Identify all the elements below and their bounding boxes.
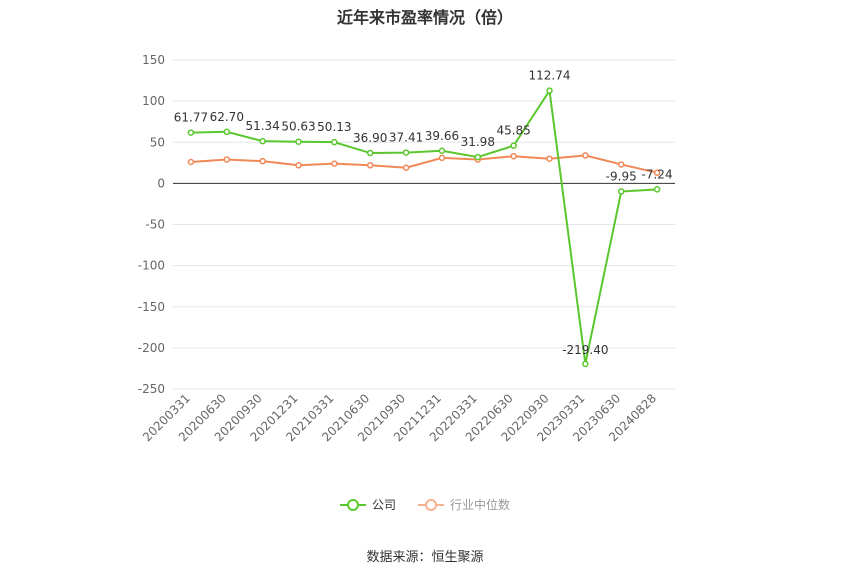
data-label: 112.74 bbox=[529, 69, 571, 83]
y-tick-label: 150 bbox=[142, 53, 165, 67]
data-label: 45.85 bbox=[496, 124, 530, 138]
series-line-company bbox=[190, 87, 658, 365]
y-axis-ticks: 150 100 50 0 -50 -100 -150 -200 -250 bbox=[138, 53, 165, 396]
y-tick-label: -50 bbox=[145, 218, 165, 232]
data-point-industry-median bbox=[653, 169, 661, 176]
legend-item-company[interactable]: 公司 bbox=[339, 496, 396, 513]
legend-industry-swatch bbox=[418, 498, 444, 512]
legend-company-label: 公司 bbox=[371, 498, 396, 512]
data-label: 36.90 bbox=[353, 131, 387, 145]
series-lines bbox=[187, 87, 661, 368]
data-label: 50.13 bbox=[317, 120, 351, 134]
y-tick-label: 100 bbox=[142, 94, 165, 108]
series-line-industry-median bbox=[190, 154, 658, 174]
legend: 公司 行业中位数 bbox=[0, 496, 850, 513]
data-point-company bbox=[187, 129, 195, 136]
data-point-company bbox=[653, 186, 661, 193]
data-point-company bbox=[295, 138, 302, 145]
data-point-industry-median bbox=[617, 161, 625, 168]
y-tick-label: -200 bbox=[138, 341, 165, 355]
data-point-industry-median bbox=[223, 156, 231, 163]
data-label: -219.40 bbox=[562, 343, 608, 357]
data-point-industry-median bbox=[438, 154, 446, 162]
data-point-industry-median bbox=[546, 155, 553, 162]
data-point-company bbox=[474, 153, 482, 161]
y-tick-label: -250 bbox=[138, 382, 165, 396]
data-point-industry-median bbox=[510, 152, 517, 160]
data-point-industry-median bbox=[366, 162, 374, 169]
data-point-company bbox=[402, 149, 410, 156]
source-note: 数据来源：恒生聚源 bbox=[366, 550, 484, 565]
data-point-industry-median bbox=[187, 158, 195, 166]
y-tick-label: 50 bbox=[150, 135, 165, 149]
data-point-company bbox=[510, 142, 517, 149]
data-point-industry-median bbox=[402, 164, 410, 171]
data-point-industry-median bbox=[331, 160, 338, 167]
data-label: 51.34 bbox=[245, 119, 279, 133]
data-point-company bbox=[546, 87, 553, 94]
data-point-industry-median bbox=[295, 162, 302, 169]
data-point-industry-median bbox=[582, 152, 589, 159]
y-tick-label: -150 bbox=[138, 300, 165, 314]
x-axis-ticks: 2020033120200630202009302020123120210331… bbox=[140, 391, 659, 444]
chart-title: 近年来市盈率情况（倍） bbox=[336, 8, 513, 27]
data-label: 31.98 bbox=[461, 135, 495, 149]
data-point-company bbox=[259, 137, 266, 145]
data-label: 61.77 bbox=[174, 111, 208, 125]
data-point-company bbox=[223, 128, 231, 136]
legend-industry-label: 行业中位数 bbox=[450, 498, 511, 512]
data-label: 37.41 bbox=[389, 131, 423, 145]
data-point-company bbox=[582, 360, 589, 368]
data-point-company bbox=[331, 138, 338, 146]
data-point-company bbox=[617, 188, 625, 195]
y-tick-label: -100 bbox=[138, 259, 165, 273]
data-label: 50.63 bbox=[281, 120, 315, 134]
data-point-industry-median bbox=[259, 157, 266, 165]
data-label: -9.95 bbox=[606, 170, 637, 184]
data-label: -7.24 bbox=[642, 167, 673, 181]
data-label: 39.66 bbox=[425, 129, 459, 143]
legend-company-swatch bbox=[339, 498, 366, 512]
legend-item-industry-median[interactable]: 行业中位数 bbox=[418, 496, 510, 513]
y-tick-label: 0 bbox=[157, 176, 165, 190]
grid-lines bbox=[173, 59, 675, 390]
data-point-company bbox=[438, 147, 446, 155]
data-point-company bbox=[366, 149, 374, 157]
data-label: 62.70 bbox=[210, 110, 244, 124]
